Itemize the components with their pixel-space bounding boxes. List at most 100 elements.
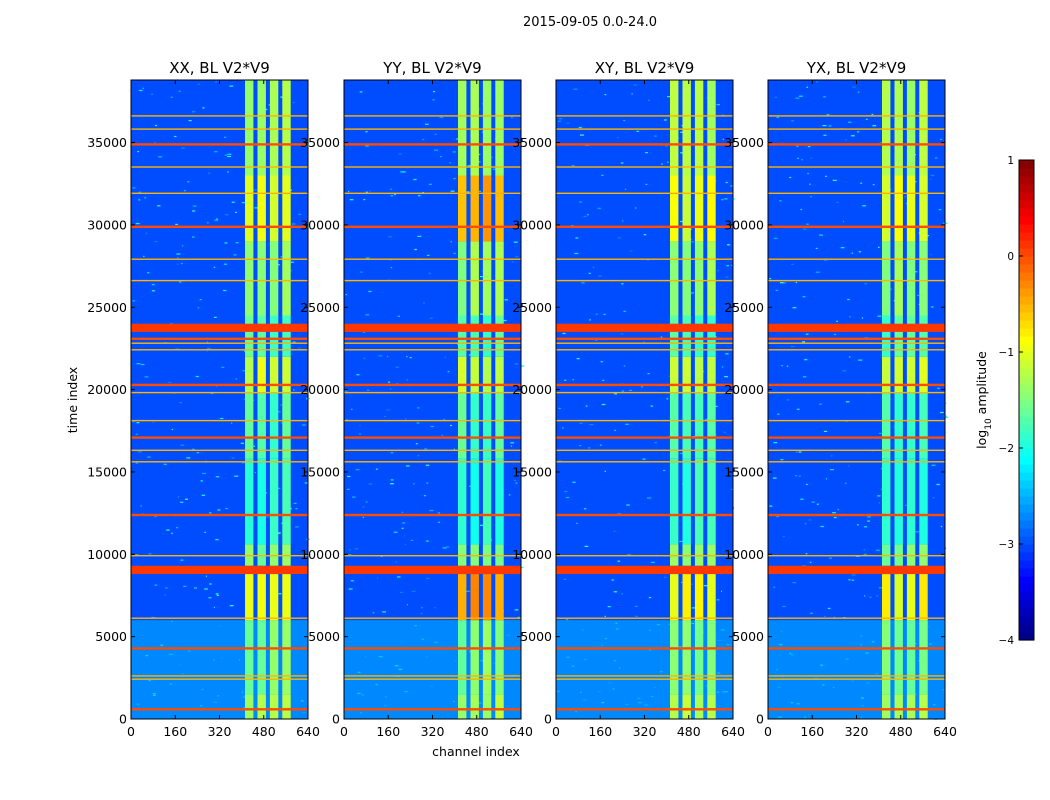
noise-speckle <box>791 120 794 122</box>
noise-speckle <box>443 418 445 420</box>
noise-speckle <box>388 381 391 383</box>
signal-column-segment <box>919 392 928 459</box>
noise-speckle <box>344 390 348 392</box>
y-tick-label: 15000 <box>300 464 340 479</box>
signal-column-segment <box>919 80 928 176</box>
noise-speckle <box>406 379 408 381</box>
signal-column-segment <box>470 620 479 695</box>
signal-column-segment <box>682 315 691 357</box>
noise-speckle <box>574 252 579 255</box>
heatmap-image <box>131 80 310 719</box>
noise-speckle <box>356 374 360 376</box>
noise-speckle <box>170 322 174 324</box>
y-tick-label: 25000 <box>87 300 127 315</box>
y-tick-label: 30000 <box>512 217 552 232</box>
noise-speckle <box>815 271 820 273</box>
y-tick-label: 35000 <box>724 135 764 150</box>
noise-speckle <box>647 373 650 375</box>
noise-speckle <box>180 501 184 503</box>
noise-speckle <box>138 89 143 92</box>
noise-speckle <box>589 424 594 426</box>
noise-speckle <box>365 501 368 503</box>
colorbar-segment <box>1019 416 1034 425</box>
noise-speckle <box>202 472 206 475</box>
noise-speckle <box>845 401 850 403</box>
noise-speckle <box>213 606 215 608</box>
noise-speckle <box>348 190 350 193</box>
noise-speckle <box>240 442 244 444</box>
noise-speckle <box>935 157 938 159</box>
rfi-line <box>768 383 945 387</box>
noise-speckle <box>401 527 404 529</box>
noise-speckle <box>729 159 731 161</box>
noise-speckle <box>634 615 638 617</box>
y-tick-label: 10000 <box>512 547 552 562</box>
signal-column-segment <box>482 574 492 621</box>
colorbar-frame <box>1018 159 1035 641</box>
noise-speckle <box>224 242 228 244</box>
noise-speckle <box>280 96 283 98</box>
noise-speckle <box>375 468 378 470</box>
noise-speckle <box>450 190 455 192</box>
noise-speckle <box>773 237 778 239</box>
signal-column-segment <box>906 80 916 176</box>
noise-speckle <box>295 508 298 510</box>
noise-speckle <box>511 261 514 263</box>
rfi-line <box>556 675 733 677</box>
noise-speckle <box>773 442 777 444</box>
noise-speckle <box>390 195 394 197</box>
rfi-line <box>768 342 945 344</box>
x-tick-label: 160 <box>588 724 612 739</box>
noise-speckle <box>614 393 617 395</box>
noise-speckle <box>402 171 406 173</box>
noise-speckle <box>367 389 370 391</box>
colorbar-label-main: log <box>974 430 989 449</box>
noise-speckle <box>558 118 563 120</box>
noise-speckle <box>278 593 282 595</box>
noise-speckle <box>714 405 718 407</box>
noise-speckle <box>434 607 436 609</box>
noise-speckle <box>722 366 724 368</box>
noise-speckle <box>354 548 359 550</box>
signal-column-segment <box>894 80 903 176</box>
noise-speckle <box>192 236 195 238</box>
noise-speckle <box>905 202 908 205</box>
noise-speckle <box>165 587 168 589</box>
signal-column-segment <box>694 80 704 176</box>
noise-speckle <box>877 495 881 497</box>
signal-column-segment <box>245 315 254 357</box>
noise-speckle <box>231 201 235 203</box>
y-tick-label: 20000 <box>87 382 127 397</box>
signal-column-segment <box>670 356 679 393</box>
signal-column-segment <box>919 458 928 545</box>
noise-speckle <box>401 511 404 513</box>
noise-speckle <box>621 593 623 595</box>
noise-speckle <box>930 178 932 180</box>
noise-speckle <box>466 191 470 193</box>
noise-speckle <box>680 220 683 223</box>
noise-speckle <box>514 479 516 481</box>
rfi-band <box>344 323 521 332</box>
heatmap-background <box>131 80 308 719</box>
noise-speckle <box>359 425 361 427</box>
noise-speckle <box>915 531 919 533</box>
noise-speckle <box>798 475 801 477</box>
signal-column-segment <box>894 241 903 316</box>
colorbar-tick-label: −1 <box>999 347 1014 359</box>
noise-speckle <box>479 313 484 315</box>
noise-speckle <box>774 96 778 98</box>
noise-speckle <box>802 296 806 298</box>
noise-speckle <box>227 153 232 155</box>
noise-speckle <box>204 588 208 590</box>
signal-column-segment <box>894 315 903 357</box>
noise-speckle <box>825 175 828 177</box>
noise-speckle <box>727 244 730 246</box>
noise-speckle <box>805 553 808 555</box>
noise-speckle <box>390 267 393 269</box>
rfi-line <box>344 349 521 351</box>
rfi-line <box>131 617 308 619</box>
noise-speckle <box>441 434 444 436</box>
colorbar-segment <box>1019 368 1034 377</box>
noise-speckle <box>397 315 401 317</box>
noise-speckle <box>450 241 452 243</box>
